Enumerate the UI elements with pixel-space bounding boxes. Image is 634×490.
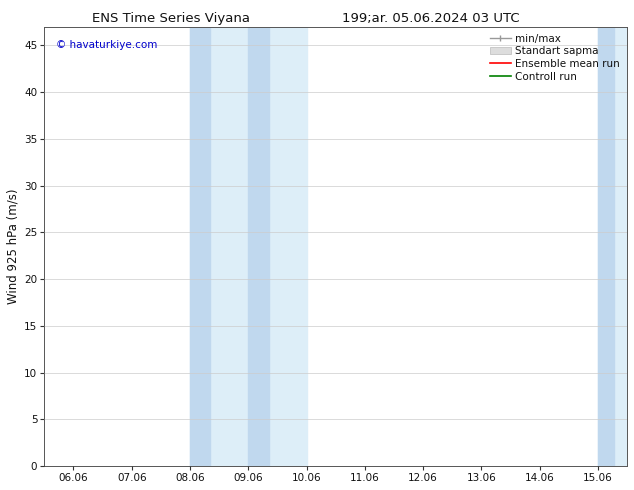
Bar xyxy=(190,26,210,466)
Bar xyxy=(598,26,628,466)
Text: © havaturkiye.com: © havaturkiye.com xyxy=(56,40,157,49)
Bar xyxy=(249,26,269,466)
Bar xyxy=(598,26,614,466)
Bar xyxy=(190,26,307,466)
Text: ENS Time Series Viyana: ENS Time Series Viyana xyxy=(92,12,250,25)
Legend: min/max, Standart sapma, Ensemble mean run, Controll run: min/max, Standart sapma, Ensemble mean r… xyxy=(488,32,622,84)
Y-axis label: Wind 925 hPa (m/s): Wind 925 hPa (m/s) xyxy=(7,189,20,304)
Text: 199;ar. 05.06.2024 03 UTC: 199;ar. 05.06.2024 03 UTC xyxy=(342,12,520,25)
